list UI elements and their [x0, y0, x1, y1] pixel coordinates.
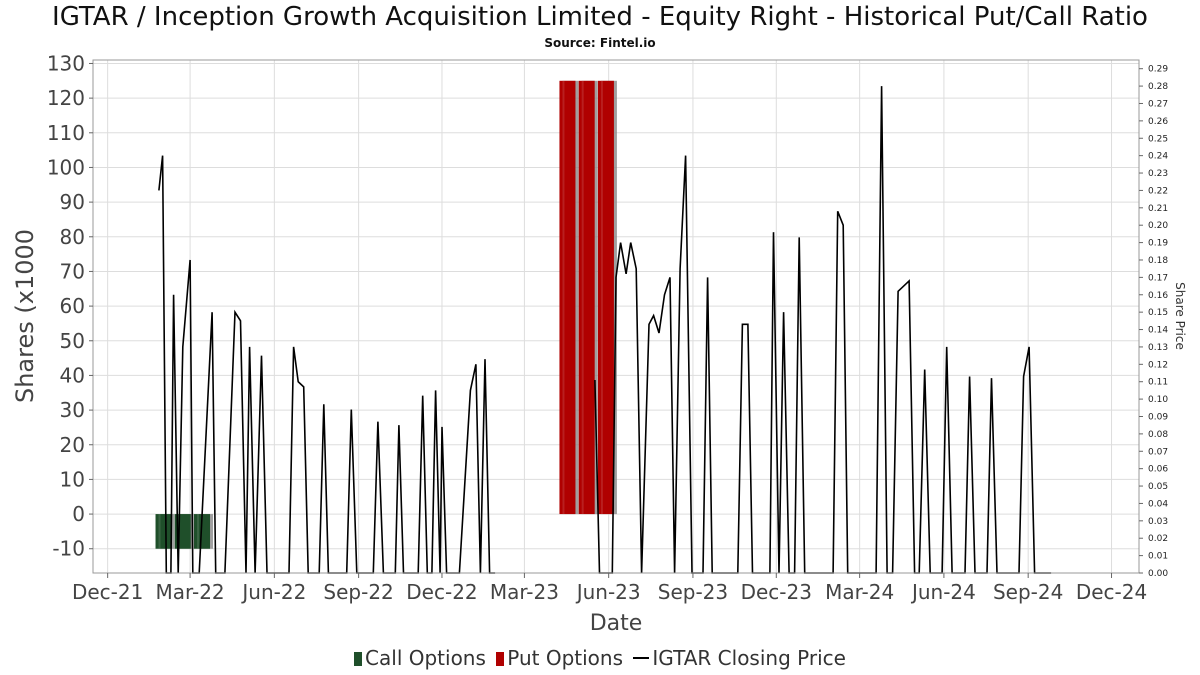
- y2-tick-label: 0.29: [1148, 65, 1168, 75]
- y2-tick-label: 0.00: [1148, 569, 1168, 579]
- y2-tick-label: 0.22: [1148, 186, 1168, 196]
- x-tick-label: Dec-21: [72, 580, 143, 604]
- y2-tick-label: 0.12: [1148, 360, 1168, 370]
- y2-tick-label: 0.24: [1148, 152, 1168, 162]
- bar-layer: [155, 80, 617, 549]
- y-axis-title: Shares (x1000: [11, 229, 39, 403]
- put-bar-highlight: [581, 80, 584, 515]
- y-tick-label: 130: [47, 51, 85, 75]
- axis-layer: -10 0 10 20 30 40 50 60 70 80 90 100 110 120 130 0.00 0.…: [47, 51, 1169, 604]
- y2-tick-label: 0.04: [1148, 499, 1168, 509]
- y2-tick-label: 0.19: [1148, 239, 1168, 249]
- y-tick-label: 30: [60, 398, 85, 422]
- y2-tick-label: 0.03: [1148, 517, 1168, 527]
- put-bar-highlight: [562, 80, 565, 515]
- price-line: [158, 155, 496, 574]
- y2-tick-label: 0.11: [1148, 378, 1168, 388]
- call-bar-highlight: [196, 514, 199, 549]
- y-tick-label: 20: [60, 433, 85, 457]
- chart-title: IGTAR / Inception Growth Acquisition Lim…: [52, 2, 1148, 32]
- x-axis-title: Date: [590, 611, 643, 636]
- y-tick-label: 110: [47, 121, 85, 145]
- call-option-bar: [155, 514, 172, 549]
- y-tick-label: 90: [60, 190, 85, 214]
- y-tick-label: 120: [47, 86, 85, 110]
- put-option-bar: [578, 80, 595, 515]
- put-swatch-icon: [496, 652, 505, 666]
- legend-item-price: IGTAR Closing Price: [633, 646, 846, 670]
- x-tick-label: Jun-23: [575, 580, 641, 604]
- x-tick-label: Mar-22: [156, 580, 225, 604]
- y2-tick-label: 0.10: [1148, 395, 1168, 405]
- y2-tick-label: 0.06: [1148, 465, 1168, 475]
- y2-tick-label: 0.01: [1148, 552, 1168, 562]
- y2-tick-label: 0.27: [1148, 99, 1168, 109]
- x-tick-label: Dec-24: [1076, 580, 1147, 604]
- legend-item-call: Call Options: [354, 646, 486, 670]
- x-tick-label: Sep-24: [993, 580, 1063, 604]
- x-tick-label: Sep-23: [658, 580, 728, 604]
- y2-tick-label: 0.05: [1148, 482, 1168, 492]
- y2-tick-label: 0.18: [1148, 256, 1168, 266]
- y2-tick-label: 0.21: [1148, 204, 1168, 214]
- y-tick-label: 100: [47, 155, 85, 179]
- x-tick-label: Jun-22: [240, 580, 306, 604]
- y2-tick-label: 0.28: [1148, 82, 1168, 92]
- y-tick-label: 60: [60, 294, 85, 318]
- put-bar-highlight: [600, 80, 603, 515]
- x-tick-label: Mar-23: [490, 580, 559, 604]
- y2-tick-label: 0.08: [1148, 430, 1168, 440]
- x-tick-label: Dec-22: [406, 580, 477, 604]
- y2-tick-label: 0.26: [1148, 117, 1168, 127]
- y2-tick-label: 0.14: [1148, 326, 1168, 336]
- y-tick-label: -10: [52, 537, 85, 561]
- put-option-bar: [597, 80, 614, 515]
- y2-tick-label: 0.23: [1148, 169, 1168, 179]
- y2-tick-label: 0.16: [1148, 291, 1168, 301]
- put-option-bar: [559, 80, 576, 515]
- legend-put-label: Put Options: [507, 646, 624, 670]
- legend-price-label: IGTAR Closing Price: [652, 646, 846, 670]
- call-bar-highlight: [158, 514, 161, 549]
- y2-tick-label: 0.07: [1148, 447, 1168, 457]
- y2-tick-label: 0.15: [1148, 308, 1168, 318]
- y2-tick-label: 0.17: [1148, 273, 1168, 283]
- y-tick-label: 10: [60, 467, 85, 491]
- x-tick-label: Mar-24: [825, 580, 894, 604]
- price-line: [594, 86, 1052, 574]
- x-tick-label: Dec-23: [741, 580, 812, 604]
- plot-frame: [92, 59, 1140, 574]
- price-line-icon: [633, 657, 650, 659]
- y-tick-label: 40: [60, 363, 85, 387]
- y2-tick-label: 0.20: [1148, 221, 1168, 231]
- legend-call-label: Call Options: [365, 646, 486, 670]
- y2-tick-label: 0.09: [1148, 412, 1168, 422]
- call-swatch-icon: [354, 652, 363, 666]
- legend: Call Options Put Options IGTAR Closing P…: [0, 646, 1200, 670]
- y-tick-label: 0: [72, 502, 85, 526]
- y2-tick-label: 0.25: [1148, 134, 1168, 144]
- x-tick-label: Sep-22: [323, 580, 393, 604]
- y2-axis-title: Share Price: [1173, 282, 1187, 350]
- chart-subtitle: Source: Fintel.io: [544, 36, 656, 50]
- y-tick-label: 70: [60, 259, 85, 283]
- x-tick-label: Jun-24: [910, 580, 976, 604]
- y-tick-label: 50: [60, 329, 85, 353]
- y-tick-label: 80: [60, 225, 85, 249]
- y2-tick-label: 0.02: [1148, 534, 1168, 544]
- legend-item-put: Put Options: [496, 646, 623, 670]
- y2-tick-label: 0.13: [1148, 343, 1168, 353]
